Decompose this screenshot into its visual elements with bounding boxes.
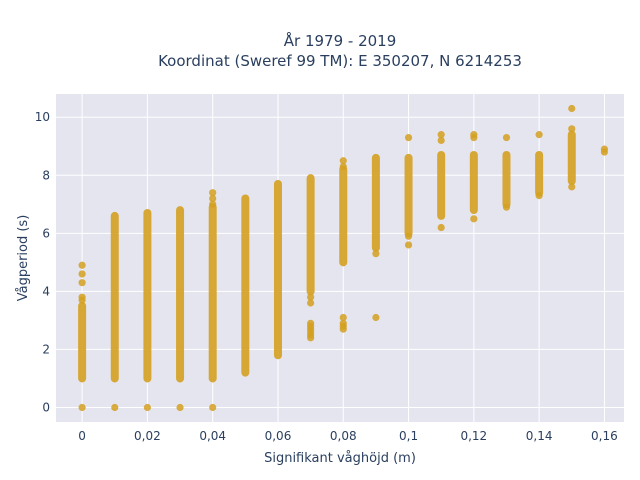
data-point (78, 279, 86, 287)
data-point-column (208, 203, 217, 383)
x-tick-label: 0,1 (399, 429, 418, 443)
data-point (209, 403, 217, 412)
data-point (568, 125, 576, 133)
x-tick-label: 0,06 (265, 429, 292, 443)
data-point (209, 189, 217, 197)
data-point (372, 250, 380, 258)
y-axis-label: Vågperiod (s) (16, 215, 31, 302)
chart-title-line2: Koordinat (Sweref 99 TM): E 350207, N 62… (158, 52, 522, 70)
data-point (535, 191, 543, 200)
y-tick-label: 8 (42, 168, 50, 182)
y-tick-label: 6 (42, 226, 50, 240)
data-point-column (143, 209, 152, 383)
data-point-column (273, 179, 282, 360)
data-point-column (371, 153, 380, 252)
data-point (404, 232, 413, 240)
x-tick-label: 0,08 (330, 429, 357, 443)
data-point (307, 334, 315, 342)
data-point-column (306, 174, 315, 296)
x-tick-label: 0,02 (134, 429, 161, 443)
data-point-column (567, 130, 576, 186)
data-point (535, 131, 543, 139)
chart-title-line1: År 1979 - 2019 (284, 31, 397, 50)
data-point (502, 133, 511, 142)
y-tick-label: 4 (42, 284, 50, 298)
data-point (339, 162, 347, 171)
y-tick-label: 0 (42, 400, 50, 414)
y-tick-label: 10 (35, 110, 50, 124)
x-tick-label: 0,14 (526, 429, 553, 443)
data-point (143, 403, 152, 412)
data-point-column (110, 211, 119, 383)
data-point (339, 313, 347, 322)
data-point (437, 136, 445, 145)
x-tick-label: 0,16 (591, 429, 618, 443)
data-point-column (502, 150, 511, 209)
data-point-column (78, 301, 87, 383)
data-point (78, 403, 86, 412)
data-point (209, 194, 217, 203)
data-points (78, 104, 609, 412)
data-point (209, 200, 217, 208)
data-point (307, 293, 315, 301)
data-point (470, 215, 478, 223)
data-point (372, 313, 380, 322)
x-axis-label: Signifikant våghöjd (m) (264, 451, 416, 466)
data-point (339, 157, 347, 165)
data-point-column (241, 194, 250, 377)
data-point (600, 148, 609, 156)
data-point-column (469, 150, 478, 215)
data-point (470, 133, 478, 142)
data-point-column (535, 150, 544, 197)
data-point-column (437, 150, 446, 220)
x-axis-ticks: 0 0,02 0,04 0,06 0,08 0,1 0,12 0,14 0,16 (78, 429, 617, 443)
data-point (78, 270, 86, 278)
data-point (404, 133, 413, 142)
y-tick-label: 2 (42, 342, 50, 356)
data-point (78, 261, 86, 269)
data-point (307, 299, 315, 307)
data-point-column (176, 206, 185, 383)
data-point (437, 131, 445, 139)
x-tick-label: 0 (78, 429, 86, 443)
data-point (176, 403, 184, 412)
data-point (568, 183, 576, 191)
y-axis-ticks: 0 2 4 6 8 10 (35, 110, 50, 414)
data-point (568, 104, 576, 113)
data-point (502, 203, 511, 211)
x-tick-label: 0,12 (460, 429, 487, 443)
data-point-column (339, 165, 348, 267)
data-point-column (404, 153, 413, 238)
data-point (339, 325, 347, 333)
data-point (404, 241, 413, 249)
data-point (111, 403, 119, 412)
x-tick-label: 0,04 (199, 429, 226, 443)
data-point (78, 296, 86, 304)
data-point (437, 223, 445, 232)
